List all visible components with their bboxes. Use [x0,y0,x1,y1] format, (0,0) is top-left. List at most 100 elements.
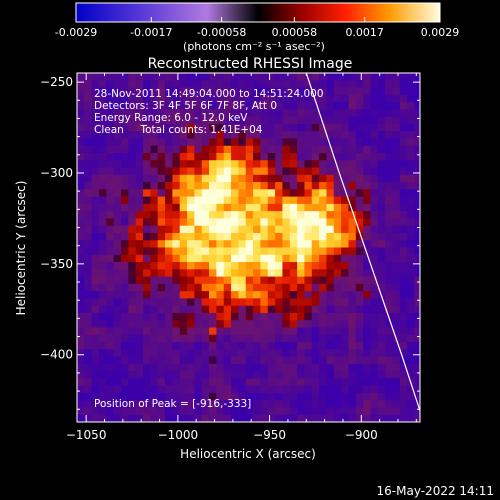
heatmap-cell [282,320,291,329]
heatmap-cell [399,400,408,409]
heatmap-cell [407,334,416,343]
heatmap-cell [377,371,386,379]
y-tick-label: −250 [40,75,73,89]
heatmap-cell [77,371,85,379]
heatmap-cell [377,211,386,220]
heatmap-cell [179,232,188,241]
heatmap-cell [385,131,394,140]
heatmap-cell [121,385,129,394]
heatmap-cell [135,87,144,96]
heatmap-cell [128,211,137,220]
heatmap-cell [150,312,159,321]
heatmap-cell [297,400,306,409]
heatmap-cell [143,392,151,401]
heatmap-cell [106,80,115,89]
heatmap-cell [363,225,372,234]
heatmap-cell [355,378,364,387]
heatmap-cell [399,152,408,161]
heatmap-cell [113,385,122,394]
heatmap-cell [341,305,350,314]
heatmap-cell [187,196,195,205]
heatmap-cell [385,342,394,350]
heatmap-cell [282,363,291,372]
heatmap-cell [289,80,298,89]
heatmap-cell [179,298,188,307]
heatmap-cell [84,312,93,321]
heatmap-cell [355,225,364,234]
heatmap-cell [414,145,420,154]
heatmap-cell [91,116,100,125]
heatmap-cell [245,276,254,285]
heatmap-cell [355,276,364,285]
heatmap-cell [414,152,420,161]
heatmap-cell [194,94,203,103]
heatmap-cell [245,400,254,409]
heatmap-cell [355,196,364,205]
heatmap-cell [385,138,394,147]
heatmap-cell [113,254,122,263]
heatmap-cell [282,80,291,89]
heatmap-cell [128,327,137,336]
heatmap-cell [113,363,122,372]
heatmap-cell [157,109,166,118]
heatmap-cell [289,182,298,190]
heatmap-cell [297,94,306,103]
heatmap-cell [319,182,328,190]
heatmap-cell [267,342,276,350]
heatmap-cell [392,152,401,161]
heatmap-cell [289,247,298,256]
heatmap-cell [216,80,225,89]
heatmap-cell [275,196,284,205]
heatmap-cell [128,218,137,227]
heatmap-cell [253,167,262,176]
heatmap-cell [289,363,298,372]
heatmap-cell [209,342,217,350]
heatmap-cell [363,152,372,161]
heatmap-cell [326,269,335,278]
heatmap-cell [91,385,100,394]
heatmap-cell [106,73,115,81]
heatmap-cell [84,109,93,118]
heatmap-cell [355,94,364,103]
heatmap-cell [282,123,291,132]
heatmap-cell [106,218,115,227]
heatmap-cell [282,109,291,118]
heatmap-cell [377,240,386,249]
heatmap-cell [333,240,342,249]
heatmap-cell [297,327,306,336]
heatmap-cell [289,291,298,299]
heatmap-cell [84,102,93,110]
heatmap-cell [319,254,328,263]
heatmap-cell [143,400,151,409]
heatmap-cell [355,400,364,409]
heatmap-cell [84,254,93,263]
heatmap-cell [311,378,320,387]
heatmap-cell [333,356,342,365]
heatmap-cell [253,174,262,183]
heatmap-cell [216,225,225,234]
heatmap-cell [355,254,364,263]
heatmap-cell [377,152,386,161]
heatmap-cell [231,196,240,205]
heatmap-cell [282,385,291,394]
heatmap-cell [311,327,320,336]
heatmap-cell [172,73,181,81]
heatmap-cell [245,371,254,379]
heatmap-cell [157,363,166,372]
heatmap-cell [355,167,364,176]
heatmap-cell [297,80,306,89]
heatmap-cell [260,138,269,147]
heatmap-cell [355,392,364,401]
heatmap-cell [399,174,408,183]
heatmap-cell [91,203,100,212]
heatmap-cell [245,298,254,307]
heatmap-cell [106,400,115,409]
heatmap-cell [99,73,107,81]
heatmap-cell [216,283,225,292]
heatmap-cell [216,305,225,314]
heatmap-cell [150,218,159,227]
heatmap-cell [121,371,129,379]
heatmap-cell [121,356,129,365]
heatmap-cell [377,305,386,314]
heatmap-cell [363,123,372,132]
